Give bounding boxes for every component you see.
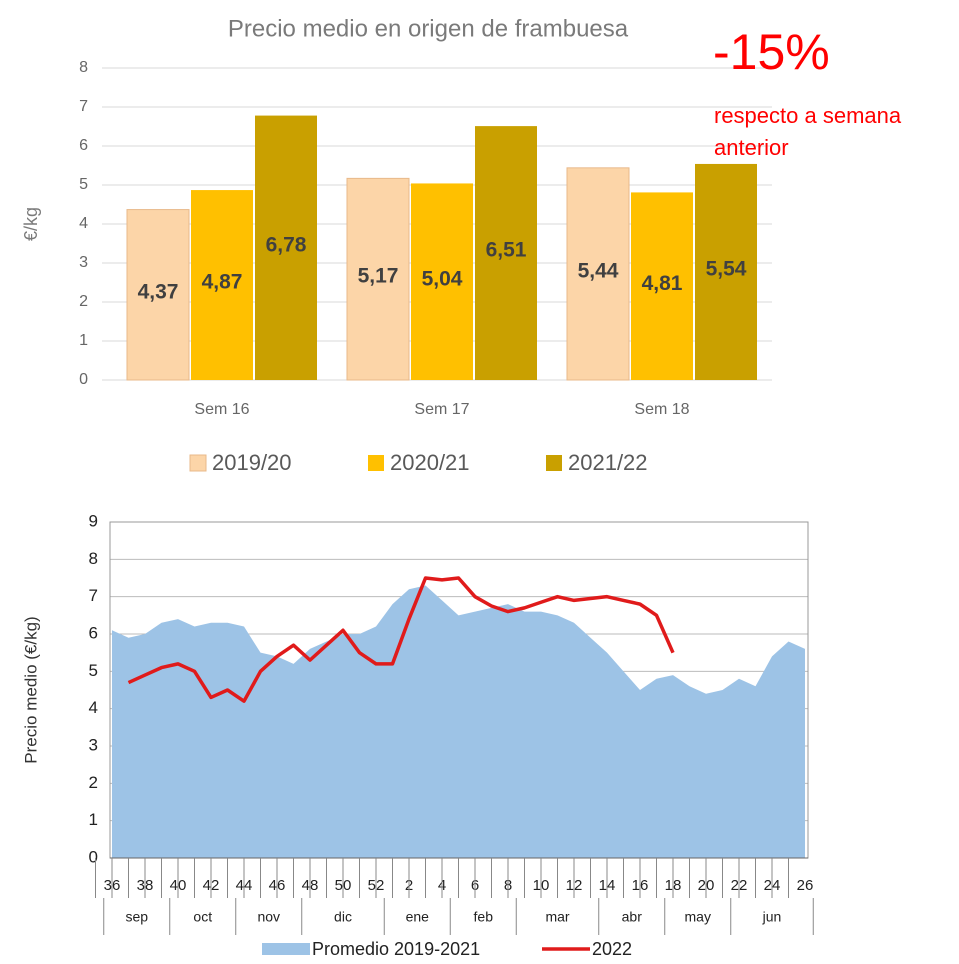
bar: [126, 209, 190, 381]
y-tick-label: 8: [89, 549, 98, 568]
y-tick-label: 7: [89, 586, 98, 605]
bar: [411, 183, 473, 380]
data-label: 5,17: [358, 265, 399, 288]
data-label: 5,04: [422, 267, 463, 290]
y-tick-label: 3: [89, 735, 98, 754]
bar: [191, 190, 253, 380]
month-label: jun: [762, 909, 782, 925]
y-tick-label: 2: [79, 293, 88, 310]
y-tick-label: 5: [89, 661, 98, 680]
data-label: 5,44: [578, 259, 619, 282]
annotation-change: -15%: [713, 24, 830, 80]
month-label: mar: [545, 909, 569, 925]
y-tick-label: 6: [89, 623, 98, 642]
month-label: feb: [474, 909, 494, 925]
y-tick-label: 1: [89, 810, 98, 829]
bar: [475, 126, 537, 380]
data-label: 5,54: [706, 258, 747, 281]
x-tick-label: Sem 17: [414, 401, 469, 418]
x-tick-label: Sem 18: [634, 401, 689, 418]
line: [127, 576, 675, 703]
y-tick-label: 0: [89, 847, 98, 866]
legend-label: Promedio 2019-2021: [312, 939, 480, 959]
y-tick-label: 2: [89, 773, 98, 792]
y-tick-label: 4: [89, 698, 98, 717]
data-label: 4,87: [202, 271, 243, 294]
data-label: 4,37: [138, 280, 179, 303]
month-label: abr: [622, 909, 643, 925]
chart-title: Precio medio en origen de frambuesa: [228, 15, 629, 42]
month-label: oct: [193, 909, 212, 925]
legend-label: 2021/22: [568, 450, 648, 475]
bar: [255, 115, 317, 380]
month-label: dic: [334, 909, 352, 925]
x-tick-label: 26: [797, 877, 814, 894]
area: [112, 585, 805, 858]
y-tick-label: 6: [79, 137, 88, 154]
data-label: 4,81: [642, 272, 683, 295]
bar: [346, 177, 410, 381]
month-label: ene: [406, 909, 430, 925]
bar: [695, 163, 757, 380]
bar: [566, 167, 630, 381]
y-tick-label: 0: [79, 371, 88, 388]
month-label: nov: [257, 909, 280, 925]
y-tick-label: 3: [79, 254, 88, 271]
y-tick-label: 1: [79, 332, 88, 349]
month-label: may: [685, 909, 711, 925]
y-tick-label: 5: [79, 176, 88, 193]
y-axis-label: Precio medio (€/kg): [21, 616, 40, 763]
legend-swatch: [262, 943, 310, 955]
legend-label: 2020/21: [390, 450, 470, 475]
y-tick-label: 8: [79, 59, 88, 76]
y-tick-label: 9: [89, 511, 98, 530]
annotation-note: respecto a semana anterior: [714, 103, 902, 160]
data-label: 6,51: [486, 239, 527, 262]
y-tick-label: 7: [79, 98, 88, 115]
x-tick-label: Sem 16: [194, 401, 249, 418]
y-axis-label: €/kg: [21, 207, 41, 241]
data-label: 6,78: [266, 233, 307, 256]
legend-swatch: [546, 455, 562, 471]
legend-label: 2022: [592, 939, 632, 959]
legend-swatch: [189, 454, 207, 472]
y-tick-label: 4: [79, 215, 88, 232]
bar: [631, 192, 693, 380]
month-label: sep: [125, 909, 148, 925]
legend-label: 2019/20: [212, 450, 292, 475]
legend-swatch: [368, 455, 384, 471]
